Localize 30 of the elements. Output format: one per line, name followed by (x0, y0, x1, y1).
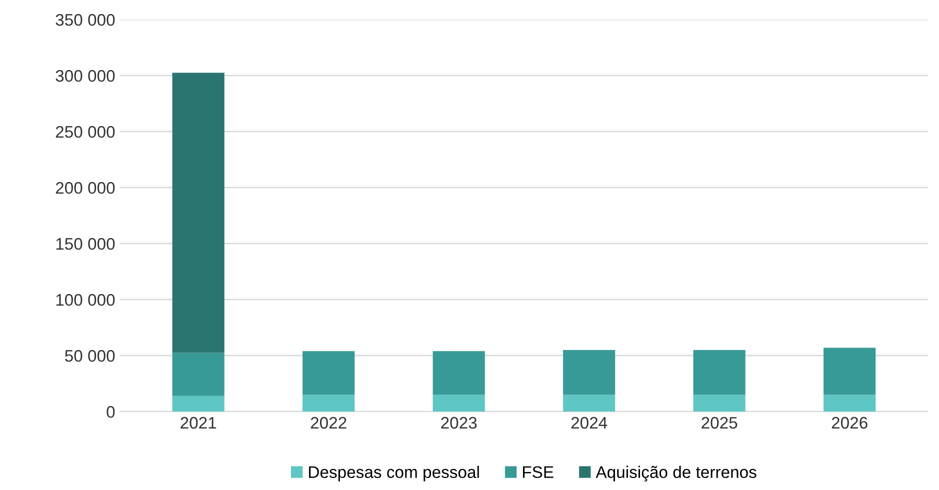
y-tick-label: 250 000 (56, 126, 115, 138)
y-tick-label: 300 000 (56, 70, 115, 82)
x-tick-label: 2021 (180, 416, 216, 429)
bar (172, 396, 224, 412)
bar (824, 394, 876, 412)
bar (693, 350, 746, 395)
bar (172, 72, 224, 353)
x-tick-label: 2023 (441, 416, 477, 429)
legend-label: FSE (523, 466, 554, 478)
legend-label: Despesas com pessoal (309, 466, 479, 482)
y-tick-label: 150 000 (56, 238, 115, 250)
x-tick-label: 2026 (832, 416, 868, 429)
bar (302, 394, 355, 412)
x-tick-label: 2024 (571, 416, 608, 429)
bar (172, 352, 224, 396)
y-tick-label: 50 000 (65, 350, 115, 362)
x-tick-label: 2022 (310, 416, 346, 429)
bar (693, 394, 746, 412)
y-tick-label: 100 000 (56, 294, 115, 306)
bar (302, 351, 355, 395)
legend-label: Aquisição de terrenos (596, 466, 756, 482)
y-tick-label: 200 000 (56, 182, 115, 194)
bar (563, 394, 616, 412)
bar (432, 394, 485, 412)
y-tick-label: 0 (106, 406, 115, 418)
y-tick-label: 350 000 (56, 14, 115, 26)
x-tick-label: 2025 (702, 416, 738, 429)
bar (432, 351, 485, 395)
bar (563, 350, 616, 395)
bar (824, 348, 876, 395)
